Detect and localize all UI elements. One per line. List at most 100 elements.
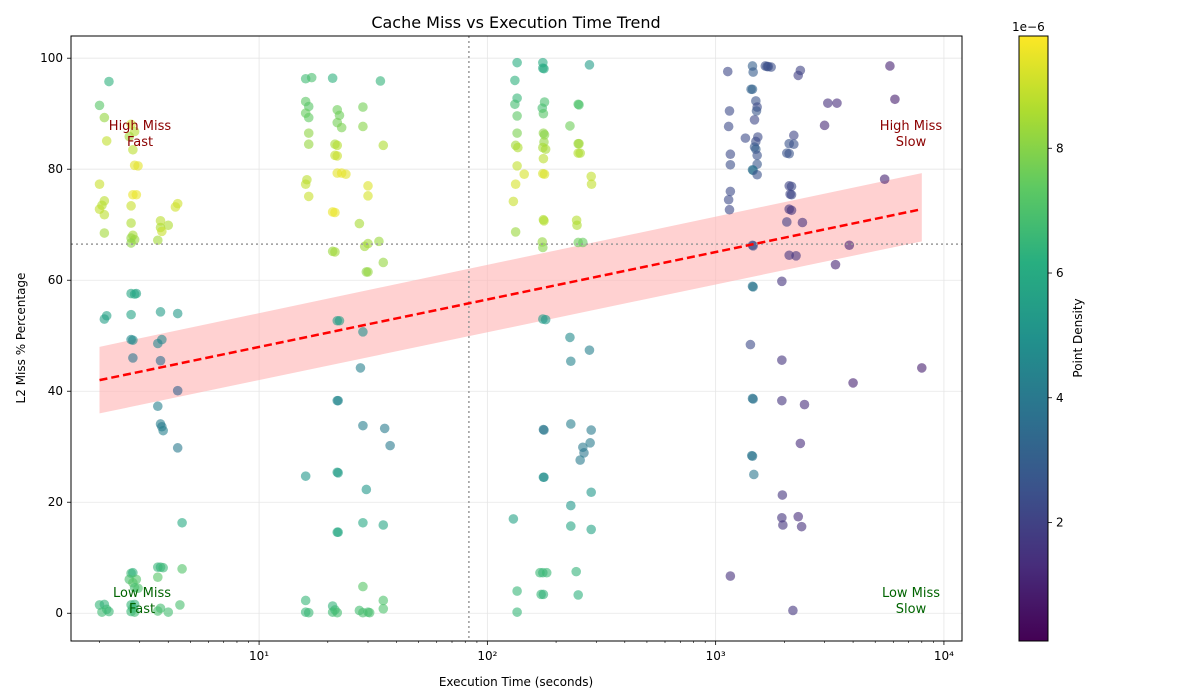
data-point xyxy=(126,218,136,228)
data-point xyxy=(540,314,551,325)
data-point xyxy=(333,395,343,406)
quadrant-label-line: Low Miss xyxy=(113,586,171,601)
data-point xyxy=(126,238,136,248)
data-point xyxy=(747,451,758,461)
data-point xyxy=(358,581,368,592)
data-point xyxy=(131,574,142,585)
data-point xyxy=(512,607,522,617)
data-point xyxy=(94,100,105,111)
data-point xyxy=(832,98,842,108)
data-point xyxy=(333,527,343,538)
data-point xyxy=(565,521,576,531)
data-point xyxy=(163,220,174,231)
data-point xyxy=(510,227,521,237)
data-point xyxy=(745,339,756,350)
data-point xyxy=(791,250,801,261)
data-point xyxy=(585,438,595,448)
data-point xyxy=(152,572,163,582)
data-point xyxy=(586,487,596,498)
data-point xyxy=(358,517,368,528)
data-point xyxy=(778,520,788,530)
data-point xyxy=(510,179,521,189)
data-point xyxy=(101,310,112,321)
data-point xyxy=(333,468,343,478)
data-point xyxy=(777,490,788,500)
data-point xyxy=(379,423,390,434)
data-point xyxy=(540,144,551,155)
data-point xyxy=(172,443,183,453)
quadrant-label: Low Miss Slow xyxy=(882,586,940,617)
data-point xyxy=(363,191,373,201)
data-point xyxy=(99,209,110,220)
data-point xyxy=(578,237,588,248)
y-tick-label: 40 xyxy=(48,384,63,398)
data-point xyxy=(512,111,522,121)
data-point xyxy=(795,65,806,76)
data-point xyxy=(784,148,795,159)
data-point xyxy=(358,102,368,112)
data-point xyxy=(538,589,549,600)
data-point xyxy=(819,120,830,131)
data-point xyxy=(126,119,136,130)
data-point xyxy=(795,438,806,449)
data-point xyxy=(341,169,351,180)
quadrant-label-line: Low Miss xyxy=(882,586,940,601)
data-point xyxy=(378,595,389,606)
data-point xyxy=(378,257,389,268)
data-point xyxy=(129,289,140,299)
colorbar-tick-label: 6 xyxy=(1056,266,1064,280)
data-point xyxy=(378,520,389,530)
y-tick-label: 60 xyxy=(48,273,63,287)
data-point xyxy=(358,327,368,337)
data-point xyxy=(512,57,522,68)
data-point xyxy=(782,217,792,227)
data-point xyxy=(796,521,807,532)
x-tick-label: 10² xyxy=(477,649,497,663)
y-axis-label: L2 Miss % Percentage xyxy=(14,273,28,404)
data-point xyxy=(749,469,759,480)
data-point xyxy=(748,282,758,292)
quadrant-label: High Miss Slow xyxy=(880,119,943,150)
data-point xyxy=(155,355,166,366)
data-point xyxy=(777,276,787,287)
data-point xyxy=(104,76,114,87)
data-point xyxy=(786,205,797,216)
data-point xyxy=(740,133,751,143)
data-point xyxy=(575,455,585,465)
data-point xyxy=(752,150,762,161)
x-tick-label: 10³ xyxy=(706,649,726,663)
colorbar-tick-label: 4 xyxy=(1056,391,1064,405)
confidence-band-layer xyxy=(99,173,922,414)
data-point xyxy=(375,76,386,86)
quadrant-label: Low Miss Fast xyxy=(113,586,171,617)
data-point xyxy=(539,216,549,226)
data-point xyxy=(303,607,314,618)
data-point xyxy=(358,121,368,132)
data-point xyxy=(152,338,163,349)
data-point xyxy=(177,517,187,528)
data-point xyxy=(327,73,338,83)
colorbar-tick-label: 2 xyxy=(1056,515,1064,529)
data-point xyxy=(722,66,733,77)
data-point xyxy=(126,309,136,320)
data-point xyxy=(158,425,168,436)
data-point xyxy=(575,148,585,158)
data-point xyxy=(565,332,575,343)
data-point xyxy=(844,240,855,251)
data-point xyxy=(364,607,375,618)
data-point xyxy=(752,169,762,180)
data-point xyxy=(586,524,596,535)
plot-frame xyxy=(70,35,963,642)
data-point xyxy=(724,204,735,215)
data-point xyxy=(885,61,895,71)
colorbar xyxy=(1018,35,1049,642)
data-point xyxy=(789,130,799,141)
y-tick-label: 80 xyxy=(48,162,63,176)
x-axis-ticks: 10¹ 10² 10³ 10⁴ xyxy=(99,641,954,663)
data-point xyxy=(99,228,110,238)
data-point xyxy=(128,144,138,155)
data-point xyxy=(519,169,530,180)
data-point xyxy=(539,169,550,180)
